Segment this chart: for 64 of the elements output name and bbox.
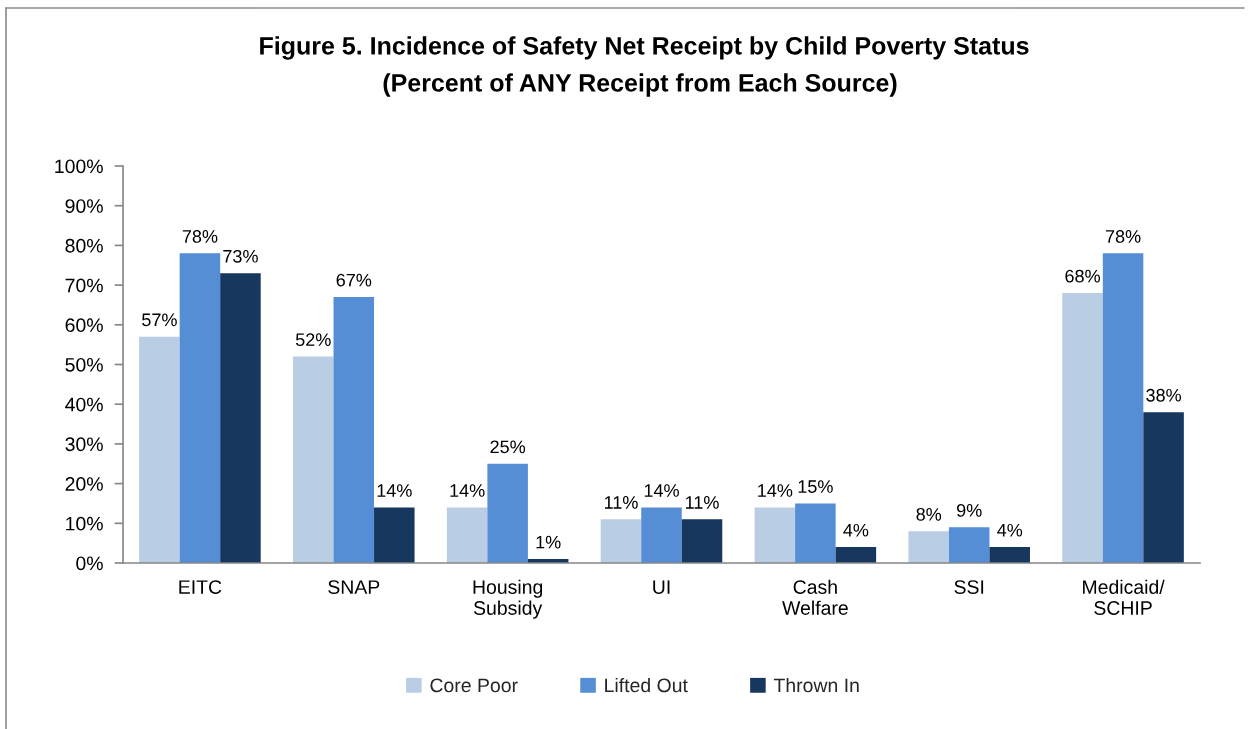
y-tick-label: 0% (76, 556, 103, 571)
bar (374, 507, 415, 563)
y-tick-label: 100% (55, 159, 103, 174)
x-tick-label: UI (653, 580, 670, 594)
bar (641, 507, 682, 563)
bar (989, 547, 1030, 563)
y-tick-label: 20% (65, 477, 103, 491)
data-label: 14% (758, 484, 793, 497)
data-label: 73% (223, 249, 258, 263)
data-label: 78% (182, 230, 218, 243)
bar (139, 336, 180, 563)
data-label: 57% (142, 313, 177, 327)
data-label: 14% (377, 484, 412, 497)
data-label: 1% (536, 535, 561, 549)
bar (487, 463, 528, 563)
data-label: 67% (336, 273, 372, 287)
bar (1062, 293, 1103, 563)
data-label: 4% (843, 523, 869, 537)
chart-title: Figure 5. Incidence of Safety Net Receipt by Child Poverty Status (260, 36, 1029, 60)
data-label: 14% (450, 484, 485, 497)
bar (681, 519, 723, 563)
x-tick-label: SNAP (328, 580, 380, 594)
chart-subtitle: (Percent of ANY Receipt from Each Source) (383, 73, 897, 97)
bar (795, 503, 836, 563)
legend-label: Core Poor (430, 678, 518, 693)
bar (754, 507, 796, 563)
y-tick-label: 30% (65, 437, 103, 452)
x-tick-label: EITC (179, 580, 222, 594)
y-tick-label: 10% (66, 516, 103, 531)
data-label: 4% (997, 523, 1023, 537)
legend-label: Lifted Out (605, 677, 688, 693)
x-tick-label: Housing Subsidy (473, 579, 543, 619)
legend-label: Thrown In (773, 677, 859, 693)
data-label: 52% (295, 333, 331, 347)
y-tick-label: 90% (65, 199, 103, 213)
x-tick-label: Medicaid/ SCHIP (1083, 579, 1165, 615)
bar (293, 356, 334, 563)
bar (835, 547, 877, 563)
x-tick-label: Cash Welfare (782, 579, 848, 615)
bar (948, 527, 990, 563)
data-label: 11% (685, 496, 719, 509)
y-tick-label: 70% (65, 278, 103, 293)
bar (908, 531, 949, 563)
y-tick-label: 60% (65, 318, 103, 333)
bar (220, 273, 261, 563)
bar (1143, 412, 1184, 563)
bar (333, 297, 375, 563)
data-label: 9% (957, 503, 982, 517)
y-tick-label: 40% (65, 397, 103, 412)
data-label: 25% (490, 440, 526, 454)
x-tick-label: SSI (954, 580, 984, 594)
data-label: 8% (916, 507, 942, 521)
y-tick-label: 50% (65, 357, 103, 372)
bar (1102, 253, 1144, 563)
data-label: 11% (604, 496, 638, 509)
data-label: 78% (1105, 230, 1141, 243)
data-label: 14% (644, 484, 679, 497)
data-label: 68% (1065, 269, 1100, 283)
bar (446, 507, 488, 563)
bar (179, 253, 221, 563)
y-tick-label: 80% (65, 238, 103, 253)
data-label: 15% (798, 480, 833, 493)
bar (600, 519, 642, 563)
data-label: 38% (1146, 388, 1182, 402)
